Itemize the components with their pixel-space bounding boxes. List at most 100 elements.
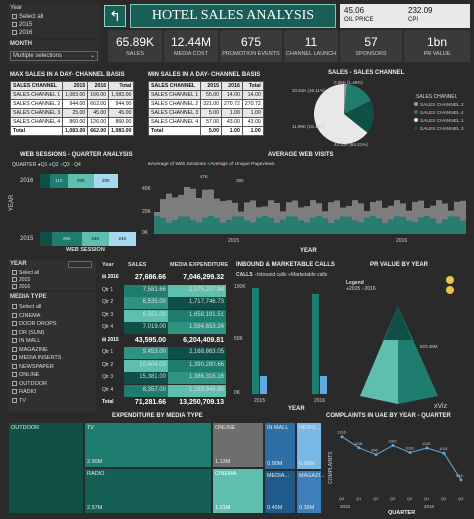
treemap-cell-tv[interactable]: TV 2.90M (84, 422, 212, 468)
avg-web-year-2016: 2016 (396, 238, 407, 244)
cpi-label: CPI (408, 17, 419, 23)
year-filter-dropdown[interactable] (68, 261, 92, 268)
lock-icon[interactable] (446, 276, 454, 284)
min-sales-cell: 1.00 (241, 108, 264, 118)
pie-legend-item: SALES CHANNEL 1 (420, 118, 464, 124)
table-row: SALES CHANNEL 3 25.00 45.00 45.00 (9, 108, 135, 118)
year-filter-2016[interactable]: 2016 (12, 284, 30, 290)
matrix-header-year: Year (102, 262, 114, 268)
month-dropdown[interactable]: Multiple selections ⌄ (10, 51, 98, 61)
kpi-promotion-events: 675 PROMOTION EVENTS (220, 30, 282, 62)
media-option[interactable]: IN MALL (12, 338, 61, 347)
treemap-cell-radio[interactable]: RADIO 2.57M (84, 468, 212, 514)
complaints-xaxis-label: QUARTER (388, 510, 415, 516)
min-sales-header-3: Total (241, 81, 264, 91)
complaints-point (408, 451, 412, 455)
table-row: Total 1,083.00 662.00 1,083.00 (9, 126, 135, 136)
media-option[interactable]: CINEMA (12, 313, 61, 322)
min-sales-cell: 14.00 (220, 90, 243, 100)
media-option[interactable]: MAGAZINE (12, 347, 61, 356)
table-row: SALES CHANNEL 3 5.00 1.00 1.00 (147, 108, 264, 118)
complaints-point (442, 451, 446, 455)
min-sales-cell: 270.72 (220, 99, 243, 109)
web-sessions-xaxis-label: WEB SESSION (66, 247, 105, 253)
complaints-quarter-label: Q1 (356, 496, 362, 501)
matrix-row-label[interactable]: ⊟ 2016 (102, 274, 119, 280)
treemap-cell-magazine[interactable]: MAGAZI... 0.38M (296, 470, 325, 514)
complaints-quarter-label: Q3 (458, 496, 464, 501)
max-sales-cell: 1,083.00 (62, 90, 89, 100)
year-option-select-all[interactable]: Select all (12, 14, 43, 20)
media-option[interactable]: ONLINE (12, 372, 61, 381)
min-sales-header-2: 2016 (220, 81, 243, 91)
pie-legend-item: SALES CHANNEL 2 (420, 102, 464, 108)
max-sales-cell: 45.00 (87, 108, 110, 118)
matrix-media-cell: 1,169,949.95 (168, 384, 226, 397)
media-option[interactable]: TV (12, 398, 61, 407)
avg-web-ann-0: 47K (200, 174, 208, 179)
min-sales-cell: SALES CHANNEL 1 (147, 90, 202, 100)
pie-label-3: 42.31K (64.21%) (334, 142, 368, 147)
treemap-cell-media[interactable]: MEDIA... 0.45M (264, 470, 296, 514)
matrix-sales-cell: 71,281.66 (134, 399, 166, 406)
year-option-2015[interactable]: 2015 (12, 22, 32, 28)
complaints-point (391, 443, 395, 447)
media-option[interactable]: OUTDOOR (12, 381, 61, 390)
web-bar-2015: 29K 24K 24K (40, 232, 136, 246)
matrix-media-cell: 1,390,280.66 (168, 359, 226, 372)
min-sales-cell: 14.00 (241, 90, 264, 100)
media-option[interactable]: RADIO (12, 389, 61, 398)
back-button[interactable]: ↰ (104, 5, 126, 27)
matrix-row: ⊟ 2015 43,595.00 6,204,409.81 (100, 335, 226, 348)
sales-channel-pie: 0.06K (1.48%) 10.61K (16.11%) 11.99K (18… (292, 80, 464, 147)
year-filter-select-all[interactable]: Select all (12, 270, 39, 276)
pie-legend-item: SALES CHANNEL 4 (420, 110, 464, 116)
year-filter-2015[interactable]: 2015 (12, 277, 30, 283)
matrix-row-label[interactable]: ⊟ 2015 (102, 336, 119, 343)
matrix-row: Qtr 2 10,404.00 1,390,280.66 (100, 359, 226, 373)
matrix-row-label: Qtr 3 (102, 311, 114, 318)
media-option[interactable]: NEWSPAPER (12, 364, 61, 373)
matrix-sales-cell: 6,535.00 (124, 297, 168, 309)
table-row: SALES CHANNEL 2 944.00 662.00 944.00 (9, 99, 135, 109)
matrix-sales-cell: 9,453.00 (124, 347, 168, 359)
complaints-chart: COMPLAINTS 1316 Q4 1118 Q1 996 Q2 1160 Q3 1033 Q4… (328, 430, 464, 516)
table-row: Total 5.00 1.00 1.00 (147, 126, 264, 136)
media-option[interactable]: Select all (12, 304, 61, 313)
pie-slice-3 (314, 84, 368, 144)
complaints-point (425, 446, 429, 450)
media-option[interactable]: DR (SUM) (12, 330, 61, 339)
min-sales-table: SALES CHANNEL 2015 2016 Total SALES CHANNEL … (147, 81, 264, 136)
complaints-point-label: 1118 (354, 441, 363, 446)
web-year-2016: 2016 (20, 178, 34, 184)
matrix-row-label: Qtr 3 (102, 374, 114, 380)
media-option[interactable]: MEDIA INSERTS (12, 355, 61, 364)
inbound-year-2016: 2016 (314, 398, 325, 404)
kpi-sales: 65.89K SALES (108, 30, 162, 62)
treemap-cell-cinema[interactable]: CINEMA 1.01M (212, 468, 264, 514)
inbound-legend: CALLS ●Inbound calls ●Marketable calls (236, 272, 328, 278)
min-sales-cell: 5.00 (200, 126, 222, 136)
pr-pyramid-top (384, 306, 412, 340)
complaints-quarter-label: Q4 (339, 496, 345, 501)
treemap-cell-online[interactable]: ONLINE 1.13M (212, 422, 264, 468)
media-option[interactable]: DOOR DROPS (12, 321, 61, 330)
web-seg-2016-q3: 20K (68, 174, 94, 188)
marketable-bar-2016 (320, 376, 327, 394)
max-sales-cell: SALES CHANNEL 3 (9, 108, 64, 118)
max-sales-cell: SALES CHANNEL 4 (9, 117, 64, 127)
web-seg-2015-q4: 24K (109, 232, 136, 246)
avg-web-ytick-2: 0K (142, 230, 149, 236)
min-sales-header-1: 2015 (200, 81, 222, 91)
inbound-xaxis-label: YEAR (288, 406, 305, 412)
treemap-cell-in-mall[interactable]: IN MALL 0.90M (264, 422, 296, 470)
max-sales-cell: SALES CHANNEL 2 (9, 99, 64, 109)
treemap-cell-news[interactable]: NEWS... 0.68M (296, 422, 322, 470)
matrix-row-label: Qtr 4 (102, 386, 114, 393)
year-option-2016[interactable]: 2016 (12, 30, 32, 36)
settings-icon[interactable] (446, 286, 454, 294)
complaints-point (357, 446, 361, 450)
treemap-cell-outdoor[interactable]: OUTDOOR (8, 422, 84, 514)
pie-legend-dot (414, 110, 418, 114)
inbound-chart: 100K 50K 0K 2015 2016 YEAR (234, 284, 327, 412)
